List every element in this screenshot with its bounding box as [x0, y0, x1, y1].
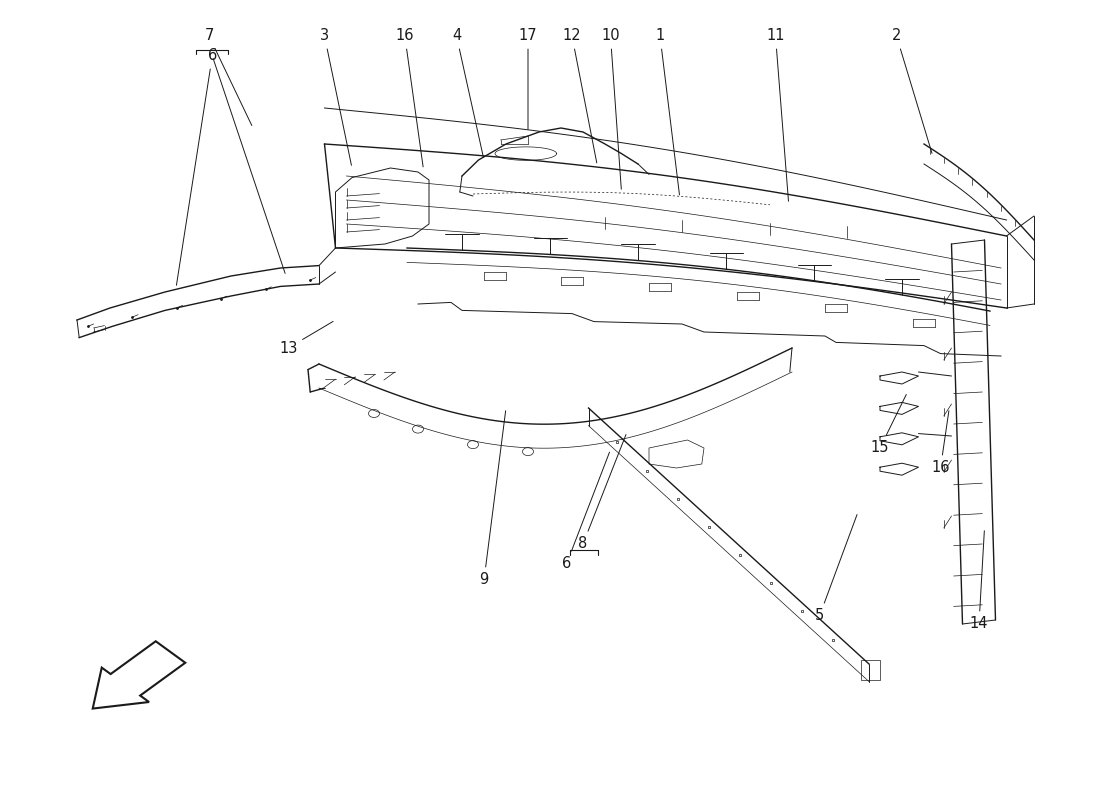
- Text: 6: 6: [562, 452, 609, 571]
- Text: 15: 15: [871, 394, 906, 455]
- Text: 5: 5: [815, 514, 857, 623]
- Text: 16: 16: [932, 410, 949, 475]
- Text: 13: 13: [279, 322, 333, 355]
- Text: 17: 17: [519, 29, 537, 130]
- Text: 7: 7: [205, 29, 252, 126]
- Polygon shape: [92, 642, 185, 709]
- Text: 10: 10: [602, 29, 621, 190]
- Text: 6: 6: [176, 49, 217, 286]
- Text: 11: 11: [767, 29, 789, 202]
- Text: 1: 1: [656, 29, 680, 195]
- Text: 14: 14: [970, 530, 988, 631]
- Text: 12: 12: [563, 29, 597, 163]
- Text: 3: 3: [320, 29, 351, 166]
- Text: 8: 8: [579, 434, 626, 551]
- Text: 9: 9: [480, 410, 506, 587]
- Text: 2: 2: [892, 29, 932, 154]
- Text: 16: 16: [396, 29, 424, 167]
- Text: 4: 4: [452, 29, 483, 158]
